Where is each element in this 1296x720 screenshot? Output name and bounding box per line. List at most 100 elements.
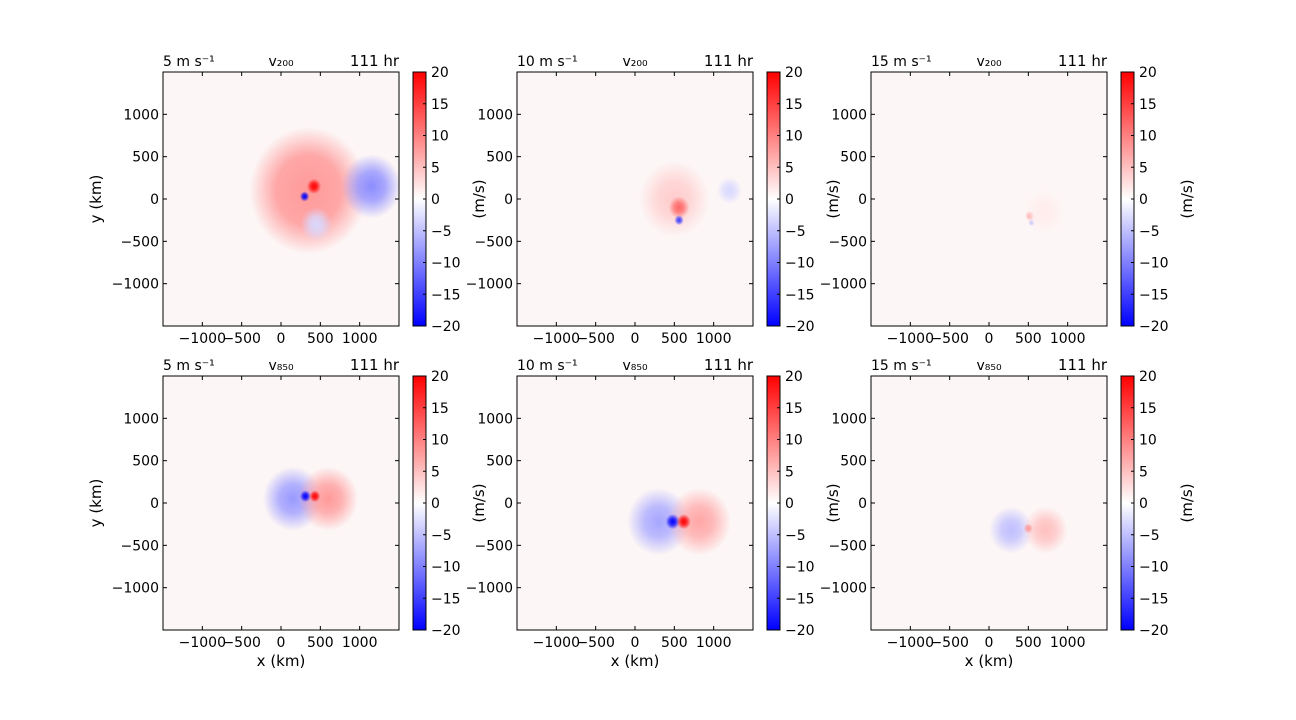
- field-layer: [638, 160, 742, 238]
- colorbar-tick-label: −10: [431, 560, 461, 576]
- panel-title-right: 111 hr: [350, 52, 400, 70]
- y-tick-label: 1000: [477, 411, 513, 427]
- x-tick-label: 500: [1015, 331, 1042, 347]
- y-tick-label: 500: [486, 454, 513, 470]
- colorbar-tick-label: −5: [785, 224, 806, 240]
- y-tick-label: −1000: [112, 277, 159, 293]
- x-tick-label: 1000: [342, 635, 378, 651]
- panel-title-center: v₈₅₀: [622, 358, 648, 374]
- y-tick-label: 1000: [831, 411, 867, 427]
- y-tick-label: 500: [132, 150, 159, 166]
- colorbar-tick-label: 20: [1139, 65, 1157, 81]
- positive-anomaly: [676, 514, 691, 530]
- y-tick-label: 1000: [123, 107, 159, 123]
- colorbar-tick-label: −15: [431, 287, 461, 303]
- x-tick-label: −1000: [533, 331, 580, 347]
- colorbar-tick-label: −5: [1139, 528, 1160, 544]
- colorbar-tick-label: 20: [785, 369, 803, 385]
- colorbar-tick-label: 10: [785, 433, 803, 449]
- colorbar-tick-label: 5: [1139, 464, 1148, 480]
- y-tick-label: −500: [829, 538, 867, 554]
- y-tick-label: 0: [150, 192, 159, 208]
- colorbar-tick-label: −15: [1139, 591, 1169, 607]
- x-axis-label: x (km): [965, 652, 1014, 670]
- positive-anomaly: [1023, 506, 1068, 554]
- colorbar-label: (m/s): [824, 483, 842, 522]
- colorbar-tick-label: 20: [431, 65, 449, 81]
- colorbar-tick-label: −10: [785, 560, 815, 576]
- colorbar-tick-label: 5: [785, 464, 794, 480]
- positive-anomaly: [668, 196, 690, 219]
- colorbar-tick-label: 15: [1139, 401, 1157, 417]
- y-tick-label: −500: [829, 234, 867, 250]
- y-tick-label: 0: [858, 192, 867, 208]
- colorbar-tick-label: 5: [431, 160, 440, 176]
- colorbar-tick-label: −20: [785, 623, 815, 639]
- panel-title-center: v₈₅₀: [268, 358, 294, 374]
- x-tick-label: −1000: [179, 635, 226, 651]
- colorbar-tick-label: −10: [431, 256, 461, 272]
- plot-background: [871, 376, 1107, 630]
- x-tick-label: 0: [277, 635, 286, 651]
- colorbar-tick-label: −5: [431, 528, 452, 544]
- colorbar-label: (m/s): [1178, 483, 1196, 522]
- field-layer: [989, 506, 1068, 554]
- colorbar-tick-label: 15: [431, 97, 449, 113]
- colorbar-tick-label: −20: [1139, 319, 1169, 335]
- y-tick-label: 0: [504, 192, 513, 208]
- colorbar-label: (m/s): [824, 179, 842, 218]
- field-layer: [249, 127, 399, 255]
- x-axis-label: x (km): [611, 652, 660, 670]
- panel-title-right: 111 hr: [350, 356, 400, 374]
- y-tick-label: −500: [121, 538, 159, 554]
- panel-title-left: 15 m s⁻¹: [871, 358, 932, 374]
- colorbar-tick-label: 0: [1139, 496, 1148, 512]
- positive-anomaly: [309, 490, 321, 503]
- colorbar-tick-label: 10: [785, 129, 803, 145]
- positive-anomaly: [668, 487, 731, 556]
- y-tick-label: 500: [132, 454, 159, 470]
- positive-anomaly: [306, 178, 322, 194]
- positive-anomaly: [298, 466, 359, 531]
- negative-anomaly: [341, 154, 399, 219]
- y-tick-label: 1000: [831, 107, 867, 123]
- x-tick-label: −1000: [887, 331, 934, 347]
- negative-anomaly: [665, 514, 680, 530]
- colorbar-tick-label: 5: [1139, 160, 1148, 176]
- colorbar-tick-label: −10: [1139, 560, 1169, 576]
- colorbar-tick-label: 15: [785, 401, 803, 417]
- negative-anomaly: [989, 506, 1034, 554]
- colorbar-tick-label: 20: [431, 369, 449, 385]
- x-tick-label: 0: [985, 331, 994, 347]
- panel-title-left: 15 m s⁻¹: [871, 54, 932, 70]
- x-tick-label: −500: [930, 635, 968, 651]
- negative-anomaly: [299, 191, 310, 202]
- field-layer: [1024, 190, 1064, 233]
- colorbar-tick-label: −20: [1139, 623, 1169, 639]
- x-tick-label: −1000: [887, 635, 934, 651]
- colorbar-label: (m/s): [1178, 179, 1196, 218]
- colorbar-tick-label: −15: [785, 287, 815, 303]
- x-tick-label: 0: [985, 635, 994, 651]
- y-tick-label: −500: [475, 234, 513, 250]
- positive-anomaly: [1023, 523, 1034, 534]
- colorbar-tick-label: −20: [431, 623, 461, 639]
- y-tick-label: 1000: [123, 411, 159, 427]
- colorbar-label: (m/s): [470, 179, 488, 218]
- colorbar-tick-label: 0: [785, 192, 794, 208]
- x-tick-label: −1000: [533, 635, 580, 651]
- panel-title-right: 111 hr: [1058, 52, 1108, 70]
- panel-title-left: 10 m s⁻¹: [517, 54, 578, 70]
- x-tick-label: −500: [576, 331, 614, 347]
- y-axis-label: y (km): [87, 479, 105, 528]
- y-tick-label: 500: [840, 454, 867, 470]
- negative-anomaly: [299, 490, 311, 503]
- x-tick-label: −500: [222, 331, 260, 347]
